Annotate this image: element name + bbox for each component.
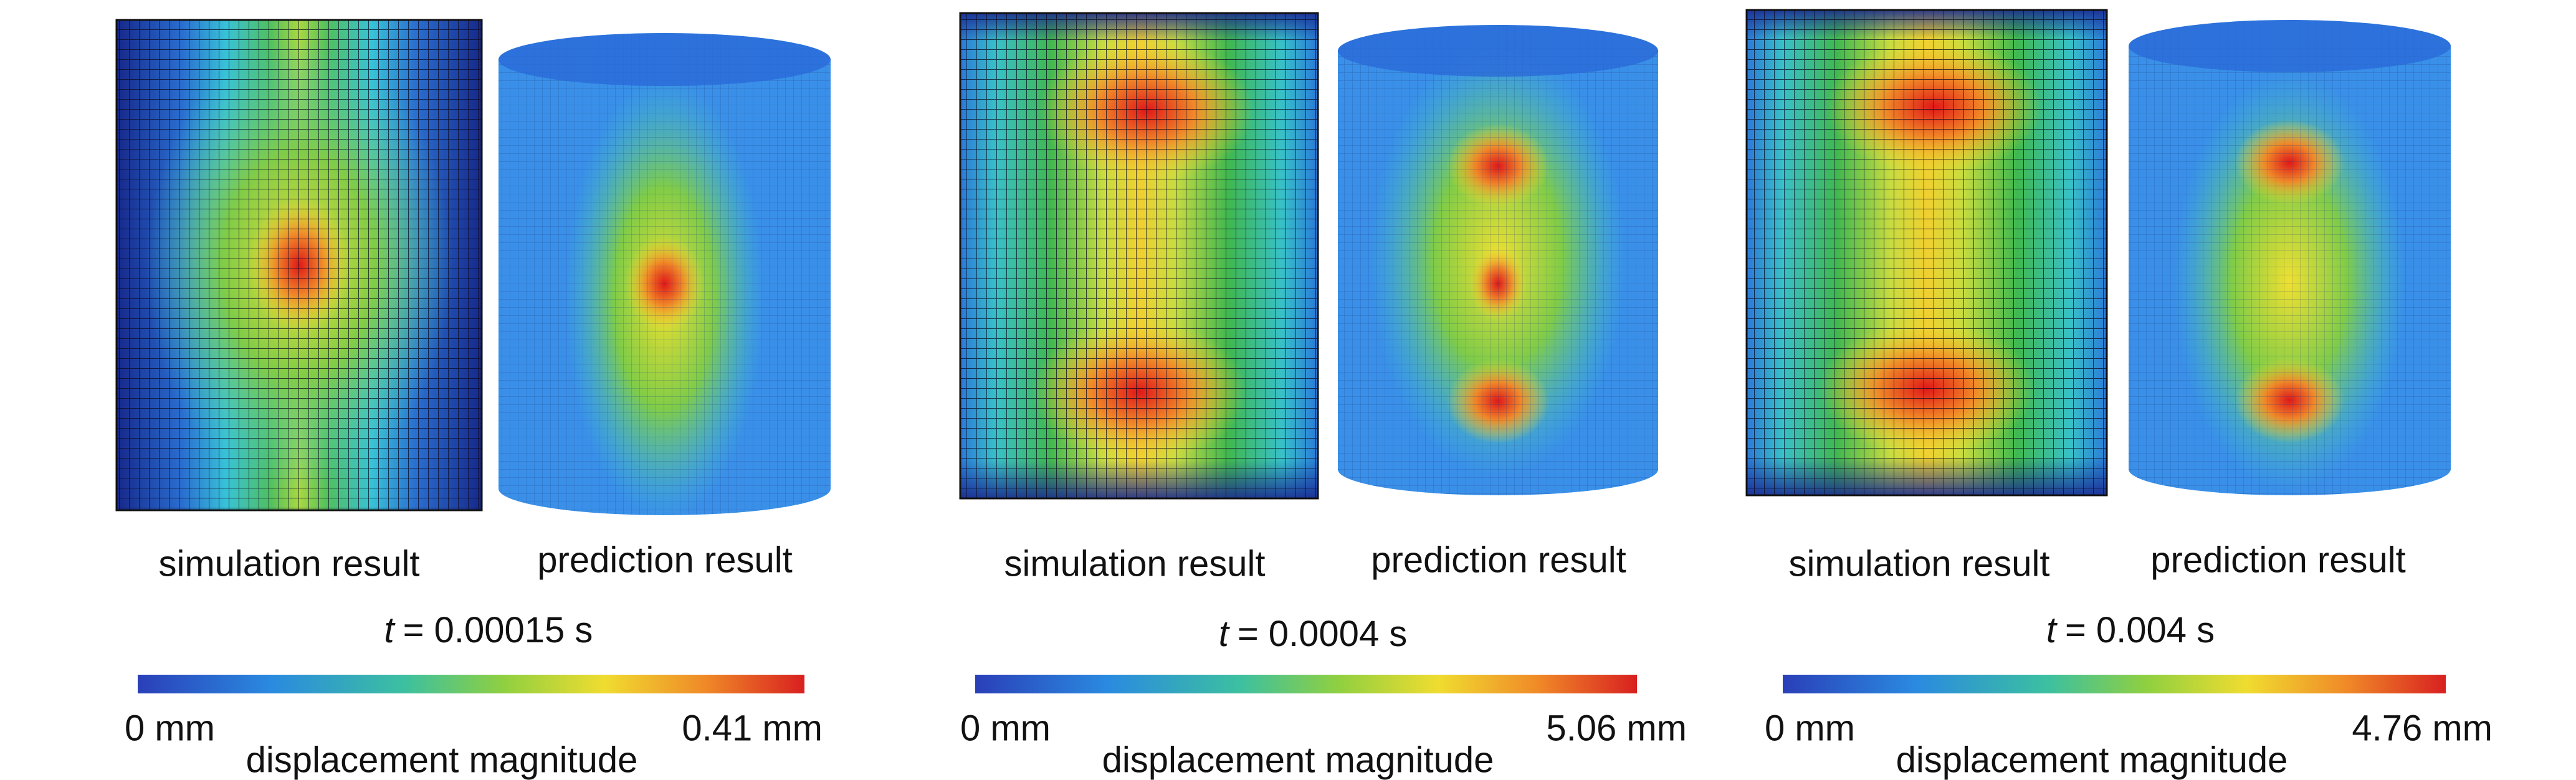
colorbar-max-label: 5.06 mm (1546, 708, 1687, 748)
result-panel: simulation result prediction result t = 0.0… (959, 12, 1687, 780)
simulation-mesh (1745, 9, 2108, 497)
colorbar-min-label: 0 mm (960, 708, 1051, 748)
prediction-image (2129, 19, 2451, 495)
time-label: t = 0.00015 s (384, 610, 593, 650)
colorbar (975, 675, 1637, 693)
colorbar-title: displacement magnitude (246, 740, 638, 780)
simulation-image (959, 12, 1319, 500)
time-value: = 0.00015 s (403, 610, 593, 650)
time-label: t = 0.004 s (2046, 610, 2215, 650)
simulation-label: simulation result (1004, 543, 1265, 584)
simulation-image (115, 19, 483, 511)
prediction-image (499, 33, 831, 515)
colorbar-min-label: 0 mm (125, 708, 215, 748)
colorbar-min-label: 0 mm (1765, 708, 1855, 748)
time-label: t = 0.0004 s (1219, 614, 1408, 654)
colorbar-title: displacement magnitude (1896, 740, 2288, 780)
simulation-mesh (115, 19, 483, 511)
cylinder-top (2129, 19, 2451, 72)
simulation-label: simulation result (158, 543, 419, 584)
time-symbol: t (384, 610, 396, 650)
colorbar (138, 675, 804, 693)
cylinder-top (499, 33, 831, 87)
cylinder-mesh (1338, 25, 1658, 495)
result-panel: simulation result prediction result t = 0.0… (1745, 9, 2493, 780)
prediction-label: prediction result (2150, 540, 2405, 580)
simulation-label: simulation result (1788, 543, 2049, 584)
time-value: = 0.004 s (2065, 610, 2215, 650)
colorbar-title: displacement magnitude (1102, 740, 1494, 780)
time-value: = 0.0004 s (1238, 614, 1408, 654)
colorbar-max-label: 0.41 mm (682, 708, 823, 748)
time-symbol: t (2046, 610, 2058, 650)
prediction-label: prediction result (537, 540, 792, 580)
result-panel: simulation result prediction result t = 0.0… (115, 19, 831, 780)
cylinder-mesh (499, 33, 831, 515)
simulation-image (1745, 9, 2108, 497)
cylinder-top (1338, 25, 1658, 77)
prediction-image (1338, 25, 1658, 495)
prediction-label: prediction result (1371, 540, 1626, 580)
colorbar (1783, 675, 2446, 693)
cylinder-mesh (2129, 20, 2451, 495)
simulation-mesh (959, 12, 1319, 500)
colorbar-max-label: 4.76 mm (2352, 708, 2493, 748)
time-symbol: t (1219, 614, 1231, 654)
